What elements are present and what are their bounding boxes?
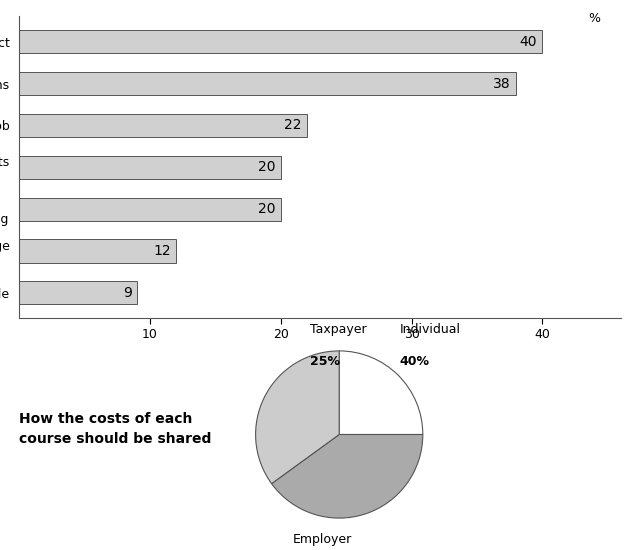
Text: How the costs of each
course should be shared: How the costs of each course should be s…: [19, 412, 212, 446]
Text: %: %: [588, 12, 600, 25]
Bar: [19, 30, 542, 53]
Bar: [19, 282, 137, 304]
Bar: [19, 72, 516, 95]
Wedge shape: [339, 351, 423, 435]
Bar: [19, 114, 307, 137]
Text: 40%: 40%: [399, 355, 429, 368]
Text: 22: 22: [284, 118, 301, 133]
Text: 38: 38: [493, 76, 511, 91]
Bar: [19, 239, 176, 262]
Text: 12: 12: [154, 244, 171, 258]
Bar: [19, 197, 281, 221]
Wedge shape: [271, 434, 423, 518]
Text: 20: 20: [258, 160, 276, 174]
Text: 25%: 25%: [310, 355, 340, 368]
Bar: [19, 156, 281, 179]
Text: 40: 40: [520, 35, 537, 49]
Wedge shape: [255, 351, 339, 483]
Text: Taxpayer: Taxpayer: [310, 323, 367, 336]
Text: Employer: Employer: [293, 533, 353, 546]
Text: Individual: Individual: [399, 323, 460, 336]
Text: 9: 9: [123, 286, 132, 300]
Text: 20: 20: [258, 202, 276, 216]
